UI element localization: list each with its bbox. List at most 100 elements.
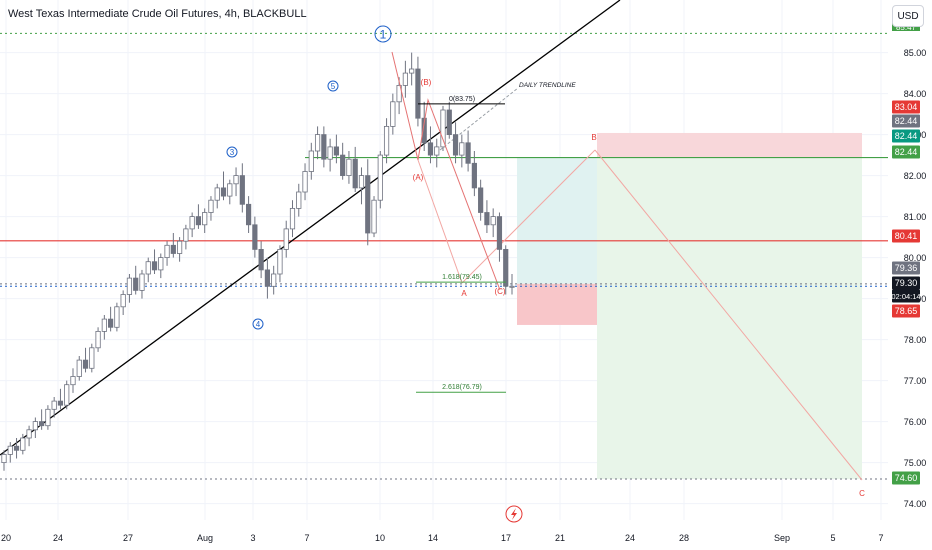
- candle-body: [233, 175, 239, 185]
- candle-body: [1, 453, 7, 463]
- candle: [346, 151, 352, 184]
- candle-body: [126, 277, 133, 295]
- price-badge-bg: [892, 471, 920, 485]
- candle-body: [95, 330, 101, 349]
- candle-body: [177, 240, 183, 254]
- candle: [13, 438, 20, 459]
- candle: [415, 56, 421, 127]
- candle-body: [114, 306, 120, 328]
- wave-label: 3: [230, 148, 235, 157]
- candle: [258, 241, 264, 279]
- candle-body: [189, 216, 195, 230]
- chart-title: West Texas Intermediate Crude Oil Future…: [8, 8, 307, 20]
- candle: [434, 138, 440, 168]
- lightning-icon: [505, 505, 523, 523]
- candle-body: [202, 212, 208, 226]
- candle-body: [120, 294, 126, 308]
- candle-body: [158, 257, 164, 271]
- correction-leg: [417, 159, 463, 284]
- candle: [239, 163, 245, 213]
- price-badge: 82.44: [892, 129, 920, 143]
- candle: [321, 126, 327, 168]
- candle-body: [321, 134, 327, 160]
- candle: [358, 167, 365, 205]
- candle: [26, 425, 32, 447]
- lightning-icon-bolt: [511, 508, 517, 520]
- y-tick-label: 82.00: [904, 171, 927, 181]
- y-tick-label: 85.00: [904, 48, 927, 58]
- candle-body: [478, 187, 484, 213]
- candle-body: [434, 146, 440, 156]
- wave-circle: [374, 25, 392, 43]
- candle: [371, 196, 377, 238]
- price-badge-label: 78.65: [895, 306, 918, 316]
- candle-body: [258, 248, 264, 271]
- candle-body: [20, 437, 26, 451]
- candle: [496, 212, 503, 262]
- candle: [402, 60, 408, 98]
- y-tick-label: 84.00: [904, 89, 927, 99]
- currency-button[interactable]: USD: [892, 5, 924, 27]
- wave-label: 5: [331, 82, 336, 91]
- price-badge-label: 02:04:14: [891, 292, 920, 301]
- time-axis: 20 24 27 Aug 3 7 10 14 17 21 24 28 Sep 5 7: [1, 533, 884, 543]
- candle: [352, 146, 358, 192]
- candle-body: [170, 244, 176, 254]
- price-badge-label: 82.44: [895, 131, 918, 141]
- candle-body: [352, 158, 358, 189]
- candle-body: [70, 376, 76, 386]
- price-badge-label: 79.36: [895, 263, 918, 273]
- candle: [20, 433, 26, 455]
- candle-body: [396, 85, 402, 103]
- price-badge-bg: [892, 304, 920, 318]
- candle-body: [26, 429, 32, 439]
- correction-label: (C): [494, 287, 505, 296]
- wave-circle: [252, 318, 264, 330]
- price-badge-bg: [892, 145, 920, 159]
- y-tick-label: 75.00: [904, 458, 927, 468]
- candle: [189, 212, 195, 238]
- candle: [114, 302, 120, 332]
- x-tick-label: 20: [1, 533, 11, 543]
- candle: [427, 126, 434, 164]
- candle: [383, 118, 390, 164]
- candle-body: [101, 318, 107, 332]
- x-tick-label: 21: [555, 533, 565, 543]
- trade-zones: [517, 132, 862, 479]
- correction-label: (A): [413, 173, 424, 182]
- candle-body: [427, 142, 434, 156]
- fib-1618-label: 1.618(79.45): [442, 274, 482, 281]
- y-tick-label: 78.00: [904, 335, 927, 345]
- entry-zone-upper: [517, 157, 597, 284]
- price-badge-bg: [892, 289, 920, 303]
- candle-body: [57, 400, 64, 406]
- candle: [208, 196, 214, 221]
- candle: [446, 101, 452, 139]
- candle-body: [421, 117, 427, 144]
- x-tick-label: 7: [878, 533, 883, 543]
- price-badge-bg: [892, 261, 920, 275]
- candle: [57, 388, 64, 410]
- entry-zone-lower: [517, 283, 597, 325]
- correction-label: C: [859, 489, 865, 498]
- candle-body: [333, 146, 339, 156]
- candle-body: [440, 109, 446, 148]
- candle: [245, 196, 252, 233]
- candle: [365, 159, 371, 246]
- candle-body: [296, 191, 302, 209]
- candle: [139, 269, 145, 299]
- candle: [233, 167, 239, 197]
- price-badge-bg: [892, 229, 920, 243]
- candle: [452, 122, 459, 164]
- daily-trendline: [0, 0, 621, 456]
- candle-body: [365, 175, 371, 234]
- price-badge: 80.41: [892, 229, 920, 243]
- candle: [340, 142, 346, 180]
- candle-body: [208, 199, 214, 213]
- candle-body: [314, 134, 321, 152]
- candle-body: [283, 228, 289, 250]
- candle: [333, 134, 339, 164]
- candle: [302, 163, 308, 201]
- candle-body: [252, 224, 258, 250]
